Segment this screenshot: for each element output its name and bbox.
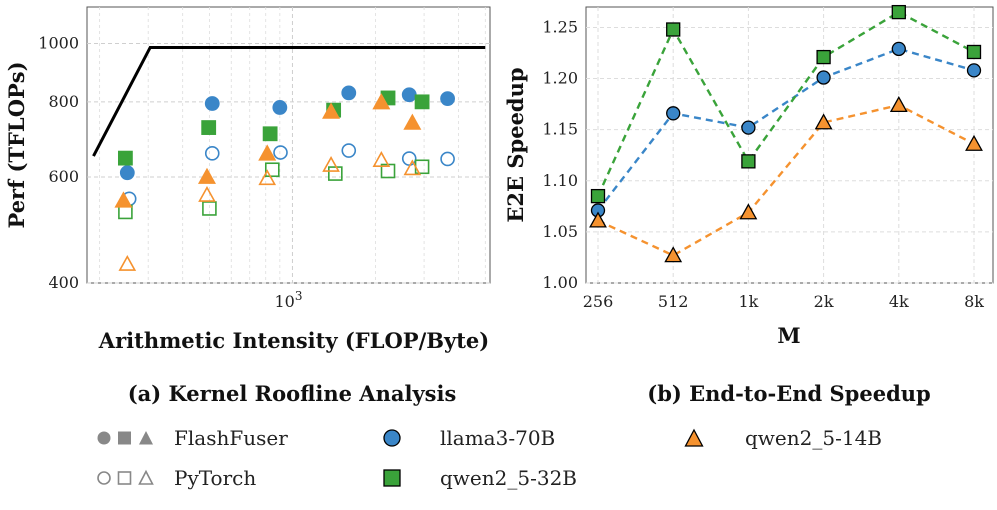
speedup-panel: 256 512 1k 2k 4k 8k 1.00 1.05 1.10 1.15 1.20 1.25 E…	[503, 4, 994, 348]
llama3-70b-flashfuser-point	[440, 91, 455, 106]
qwen2-5-32b-pytorch-point	[264, 162, 280, 178]
legend-flashfuser-label: FlashFuser	[174, 426, 288, 450]
roofline-x-axis-label: Arithmetic Intensity (FLOP/Byte)	[98, 328, 489, 353]
speedup-plot-area	[585, 6, 994, 284]
legend-qwen32-marker-icon	[383, 469, 401, 487]
qwen2-5-32b-point	[590, 188, 606, 204]
qwen2-5-14b-pytorch-point	[258, 169, 277, 186]
legend-flashfuser-square-icon	[118, 431, 131, 445]
llama3-70b-flashfuser-point	[272, 100, 288, 115]
llama3-70b-point	[966, 63, 982, 78]
qwen2-5-14b-point	[739, 203, 758, 220]
qwen2-5-32b-flashfuser-point	[262, 126, 278, 142]
llama3-70b-flashfuser-point	[119, 165, 135, 181]
llama3-70b-pytorch-point	[273, 145, 288, 160]
qwen2-5-14b-line	[597, 103, 975, 257]
y-tick-label: 1.00	[542, 273, 578, 292]
llama3-70b-flashfuser-point	[204, 96, 220, 111]
x-tick-label: 4k	[889, 292, 909, 311]
roofline-points	[114, 85, 455, 271]
legend-flashfuser-circle-icon	[97, 431, 111, 445]
llama3-70b-point	[741, 120, 756, 135]
qwen2-5-32b-flashfuser-point	[117, 150, 133, 166]
x-tick-label: 1k	[738, 292, 758, 311]
speedup-caption: (b) End-to-End Speedup	[647, 381, 930, 406]
qwen2-5-32b-point	[966, 44, 982, 60]
legend-llama-marker-icon	[383, 429, 401, 447]
qwen2-5-14b-point	[889, 95, 908, 113]
qwen2-5-14b-point	[965, 134, 983, 151]
speedup-lines	[596, 10, 975, 257]
legend-pytorch-triangle-icon	[138, 469, 154, 485]
qwen2-5-14b-flashfuser-point	[372, 93, 391, 110]
qwen2-5-14b-flashfuser-point	[258, 144, 277, 161]
qwen2-5-14b-flashfuser-point	[114, 191, 133, 208]
legend-flashfuser-triangle-icon	[139, 431, 153, 445]
llama3-70b-pytorch-point	[204, 146, 220, 161]
roofline-ticks: 103 400 600 800 1000	[38, 34, 302, 311]
y-tick-label: 400	[48, 273, 79, 292]
x-tick-label: 256	[583, 292, 614, 311]
qwen2-5-32b-point	[666, 22, 681, 37]
qwen2-5-14b-pytorch-point	[403, 159, 422, 176]
roofline-curve	[92, 45, 486, 157]
x-tick-label: 2k	[814, 292, 834, 311]
y-tick-label: 800	[48, 92, 79, 111]
llama3-70b-line	[597, 47, 975, 212]
roofline-y-axis-label: Perf (TFLOPs)	[4, 61, 29, 228]
x-tick-label: 512	[658, 292, 689, 311]
roofline-plot-area	[86, 6, 491, 284]
legend-pytorch-circle-icon	[97, 471, 111, 485]
legend-pytorch-square-icon	[117, 471, 132, 485]
llama3-70b-point	[891, 41, 906, 57]
qwen2-5-14b-flashfuser-point	[403, 113, 422, 130]
llama3-70b-pytorch-point	[341, 143, 357, 158]
y-tick-label: 1.10	[542, 171, 578, 190]
y-tick-label: 1.25	[542, 17, 578, 36]
legend: FlashFuser PyTorch llama3-70B qwen2_5-32…	[97, 426, 882, 490]
qwen2-5-14b-flashfuser-point	[197, 167, 216, 184]
legend-pytorch-label: PyTorch	[174, 466, 256, 490]
qwen2-5-14b-pytorch-point	[198, 185, 216, 202]
qwen2-5-14b-pytorch-point	[118, 254, 137, 271]
y-tick-label: 1000	[38, 34, 79, 53]
qwen2-5-14b-point	[589, 211, 607, 228]
legend-qwen14-label: qwen2_5-14B	[745, 426, 882, 450]
qwen2-5-32b-line	[596, 10, 975, 197]
llama3-70b-flashfuser-point	[341, 85, 357, 101]
qwen2-5-14b-point	[814, 113, 833, 130]
qwen2-5-32b-flashfuser-point	[201, 120, 217, 135]
speedup-points	[589, 4, 983, 263]
llama3-70b-pytorch-point	[440, 151, 455, 167]
x-tick-label: 8k	[964, 292, 984, 311]
legend-llama-label: llama3-70B	[440, 426, 555, 450]
y-tick-label: 1.05	[542, 222, 578, 241]
llama3-70b-point	[816, 70, 831, 85]
qwen2-5-32b-point	[816, 49, 831, 65]
llama3-70b-flashfuser-point	[401, 87, 417, 103]
speedup-y-axis-label: E2E Speedup	[503, 67, 528, 222]
roofline-panel: 103 400 600 800 1000 Perf (TFLOPs) Arithmeti…	[4, 6, 491, 353]
legend-qwen32-label: qwen2_5-32B	[440, 466, 577, 490]
qwen2-5-32b-pytorch-point	[328, 166, 343, 181]
qwen2-5-32b-point	[891, 4, 906, 20]
y-tick-label: 1.15	[542, 120, 578, 139]
qwen2-5-32b-flashfuser-point	[414, 94, 430, 110]
qwen2-5-14b-pytorch-point	[322, 155, 340, 172]
speedup-ticks: 256 512 1k 2k 4k 8k 1.00 1.05 1.10 1.15 1.20 1.25	[542, 17, 984, 311]
qwen2-5-14b-point	[664, 246, 683, 263]
x-tick-label: 103	[274, 289, 302, 311]
llama3-70b-point	[666, 106, 681, 121]
y-tick-label: 1.20	[542, 69, 578, 88]
qwen2-5-32b-pytorch-point	[202, 201, 217, 216]
speedup-x-axis-label: M	[777, 323, 800, 348]
legend-qwen14-marker-icon	[684, 428, 704, 447]
qwen2-5-14b-pytorch-point	[372, 151, 391, 167]
qwen2-5-14b-flashfuser-point	[322, 102, 341, 119]
y-tick-label: 600	[48, 167, 79, 186]
roofline-caption: (a) Kernel Roofline Analysis	[128, 381, 457, 406]
qwen2-5-32b-point	[741, 154, 756, 169]
